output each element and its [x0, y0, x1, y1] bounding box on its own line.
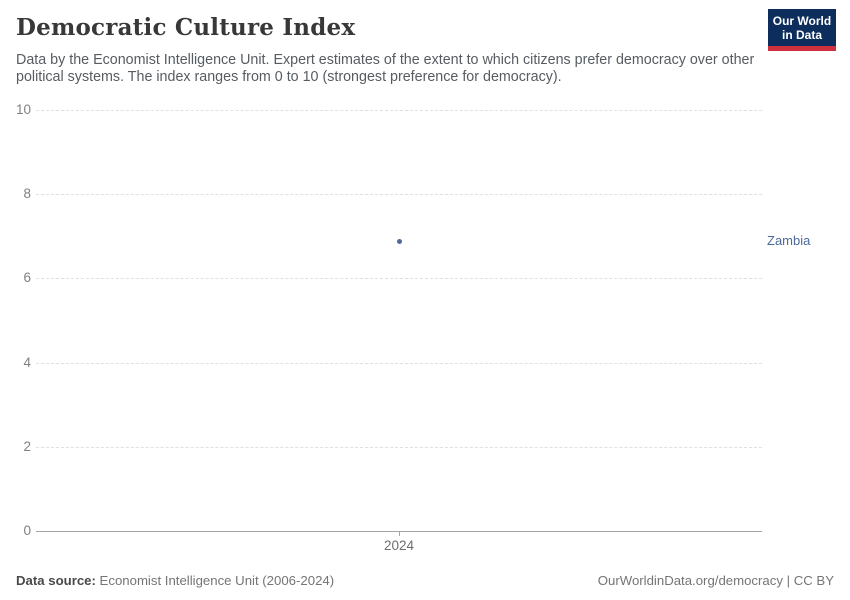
x-tick-label: 2024 [383, 538, 415, 553]
chart-subtitle: Data by the Economist Intelligence Unit.… [16, 52, 755, 85]
y-tick-label: 10 [15, 102, 31, 117]
y-tick-label: 0 [23, 523, 31, 538]
y-tick-label: 4 [23, 354, 31, 370]
entity-label[interactable]: Zambia [767, 233, 811, 249]
chart-title: Democratic Culture Index [16, 14, 356, 41]
data-source: Data source: Economist Intelligence Unit… [16, 573, 334, 588]
data-source-label: Data source: [16, 573, 96, 588]
gridline [36, 446, 762, 448]
gridline [36, 278, 762, 280]
gridline [36, 194, 762, 196]
owid-logo[interactable]: Our World in Data [768, 9, 836, 51]
gridline [36, 362, 762, 364]
x-tick-mark [399, 531, 400, 536]
y-tick-label: 6 [23, 270, 31, 286]
rights-link[interactable]: OurWorldinData.org/democracy | CC BY [597, 573, 834, 588]
chart-footer: Data source: Economist Intelligence Unit… [16, 573, 834, 588]
y-tick-label: 8 [23, 186, 31, 202]
owid-logo-line2: in Data [781, 28, 822, 42]
data-source-text: Economist Intelligence Unit (2006-2024) [95, 573, 335, 588]
gridline [36, 110, 762, 111]
owid-logo-line1: Our World [772, 14, 832, 28]
y-tick-label: 2 [23, 438, 31, 454]
data-point[interactable] [396, 238, 402, 244]
